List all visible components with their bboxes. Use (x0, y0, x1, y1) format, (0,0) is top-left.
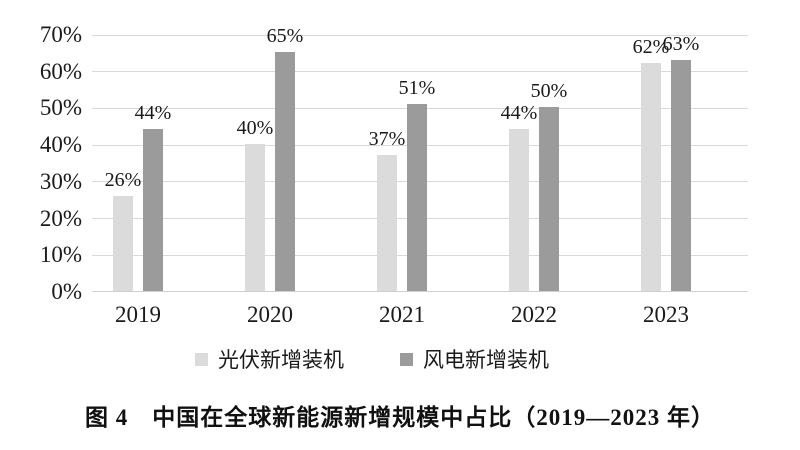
value-label-wind-2019: 44% (134, 102, 172, 125)
y-tick-label-40: 40% (39, 132, 82, 158)
x-tick-label-2020: 2020 (247, 302, 293, 327)
bar-pv-2020 (245, 144, 265, 291)
bar-pv-2019 (113, 195, 133, 291)
pv-legend-label: 光伏新增装机 (218, 348, 344, 372)
value-label-pv-2022: 44% (500, 102, 538, 125)
bar-wind-2021 (407, 103, 427, 291)
value-label-pv-2021: 37% (368, 128, 406, 151)
y-tick-label-20: 20% (39, 205, 82, 231)
value-label-pv-2023: 62% (632, 36, 670, 59)
wind-swatch-icon (400, 352, 413, 366)
plot-area: 26% 44% 40% 65% 37% 51% 44% 50% 62% 63% (92, 25, 748, 292)
value-label-pv-2020: 40% (236, 117, 274, 140)
y-tick-label-70: 70% (39, 22, 82, 47)
bar-pv-2022 (509, 129, 529, 291)
y-tick-label-0: 0% (51, 279, 82, 304)
y-tick-label-60: 60% (39, 58, 82, 84)
figure-caption: 图 4 中国在全球新能源新增规模中占比（2019—2023 年） (85, 405, 715, 430)
x-tick-label-2023: 2023 (643, 302, 689, 327)
legend: 光伏新增装机 风电新增装机 (0, 344, 772, 374)
y-tick-label-10: 10% (39, 242, 82, 268)
gridline-70 (92, 34, 748, 36)
x-tick-label-2022: 2022 (511, 302, 557, 327)
gridline-60 (92, 71, 748, 73)
bar-pv-2023 (641, 63, 661, 291)
pv-swatch-icon (195, 352, 208, 366)
value-label-wind-2023: 63% (662, 32, 700, 55)
bar-wind-2023 (671, 59, 691, 291)
value-label-wind-2020: 65% (266, 25, 304, 48)
legend-item-wind: 风电新增装机 (400, 344, 549, 374)
bar-wind-2022 (539, 107, 559, 291)
value-label-wind-2021: 51% (398, 76, 436, 99)
y-tick-label-30: 30% (39, 168, 82, 194)
x-tick-label-2019: 2019 (115, 302, 161, 327)
y-tick-label-50: 50% (39, 95, 82, 121)
x-tick-label-2021: 2021 (379, 302, 425, 327)
bar-pv-2021 (377, 155, 397, 291)
bar-wind-2019 (143, 129, 163, 291)
wind-legend-label: 风电新增装机 (423, 348, 549, 372)
value-label-pv-2019: 26% (104, 168, 142, 191)
legend-item-pv: 光伏新增装机 (195, 344, 344, 374)
bar-wind-2020 (275, 52, 295, 291)
value-label-wind-2022: 50% (530, 80, 568, 103)
